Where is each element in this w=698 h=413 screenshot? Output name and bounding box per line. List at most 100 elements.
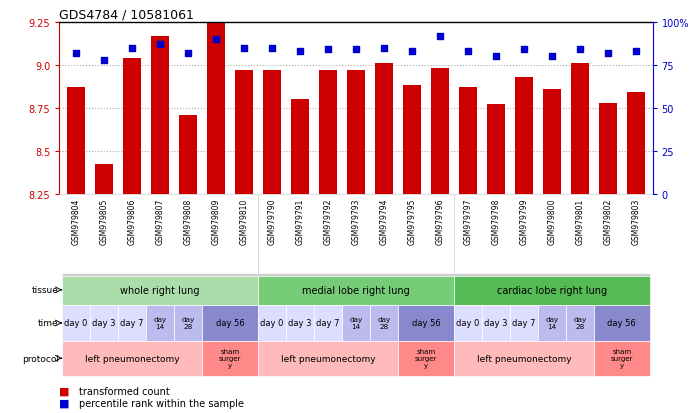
Text: tissue: tissue: [32, 286, 59, 294]
Bar: [398, 306, 454, 341]
Text: left pneumonectomy: left pneumonectomy: [281, 354, 376, 363]
Text: ■: ■: [59, 386, 70, 396]
Bar: [319, 71, 337, 194]
Text: day 0: day 0: [456, 319, 480, 328]
Point: [574, 47, 586, 53]
Bar: [599, 103, 617, 194]
Text: GSM979797: GSM979797: [463, 198, 473, 244]
Text: sham
surger
y: sham surger y: [415, 348, 437, 368]
Bar: [594, 341, 650, 376]
Point: [295, 49, 306, 55]
Point: [602, 50, 614, 57]
Bar: [375, 64, 393, 194]
Text: GSM979799: GSM979799: [519, 198, 528, 244]
Text: day 3: day 3: [288, 319, 312, 328]
Point: [350, 47, 362, 53]
Text: day 0: day 0: [64, 319, 88, 328]
Text: GSM979810: GSM979810: [239, 198, 248, 244]
Bar: [202, 306, 258, 341]
Point: [434, 33, 445, 40]
Text: GSM979807: GSM979807: [156, 198, 165, 244]
Bar: [487, 105, 505, 194]
Text: GSM979791: GSM979791: [295, 198, 304, 244]
Bar: [291, 100, 309, 194]
Text: protocol: protocol: [22, 354, 59, 363]
Bar: [151, 36, 169, 194]
Text: GSM979796: GSM979796: [436, 198, 445, 244]
Text: GSM979795: GSM979795: [408, 198, 417, 244]
Text: day 0: day 0: [260, 319, 283, 328]
Point: [70, 50, 82, 57]
Text: day
14: day 14: [154, 317, 167, 330]
Text: day
28: day 28: [181, 317, 195, 330]
Text: ■: ■: [59, 398, 70, 408]
Bar: [179, 115, 197, 194]
Bar: [202, 341, 258, 376]
Text: GSM979800: GSM979800: [547, 198, 556, 244]
Bar: [403, 86, 421, 194]
Text: day
28: day 28: [573, 317, 586, 330]
Bar: [594, 306, 650, 341]
Bar: [454, 275, 650, 306]
Text: left pneumonectomy: left pneumonectomy: [477, 354, 571, 363]
Bar: [263, 71, 281, 194]
Point: [154, 42, 165, 48]
Point: [182, 50, 193, 57]
Point: [322, 47, 334, 53]
Text: day 7: day 7: [120, 319, 144, 328]
Text: GSM979794: GSM979794: [380, 198, 389, 244]
Text: GSM979790: GSM979790: [267, 198, 276, 244]
Text: GSM979803: GSM979803: [631, 198, 640, 244]
Bar: [146, 306, 174, 341]
Point: [98, 57, 110, 64]
Text: day 3: day 3: [484, 319, 507, 328]
Text: time: time: [38, 319, 59, 328]
Text: day 7: day 7: [316, 319, 340, 328]
Bar: [454, 306, 482, 341]
Point: [378, 45, 389, 52]
Text: left pneumonectomy: left pneumonectomy: [84, 354, 179, 363]
Text: day 7: day 7: [512, 319, 535, 328]
Point: [519, 47, 530, 53]
Bar: [258, 341, 398, 376]
Bar: [566, 306, 594, 341]
Text: day 56: day 56: [216, 319, 244, 328]
Text: cardiac lobe right lung: cardiac lobe right lung: [497, 285, 607, 295]
Bar: [67, 88, 85, 194]
Bar: [510, 306, 538, 341]
Point: [630, 49, 641, 55]
Bar: [347, 71, 365, 194]
Point: [126, 45, 138, 52]
Text: GSM979805: GSM979805: [100, 198, 109, 244]
Bar: [62, 275, 258, 306]
Text: day
14: day 14: [545, 317, 558, 330]
Bar: [174, 306, 202, 341]
Bar: [286, 306, 314, 341]
Bar: [90, 306, 118, 341]
Point: [211, 36, 222, 43]
Text: GSM979801: GSM979801: [575, 198, 584, 244]
Bar: [454, 341, 594, 376]
Text: transformed count: transformed count: [79, 386, 170, 396]
Point: [462, 49, 473, 55]
Bar: [482, 306, 510, 341]
Bar: [207, 23, 225, 194]
Bar: [370, 306, 398, 341]
Bar: [118, 306, 146, 341]
Text: GSM979802: GSM979802: [603, 198, 612, 244]
Bar: [62, 306, 90, 341]
Text: day
14: day 14: [350, 317, 362, 330]
Text: percentile rank within the sample: percentile rank within the sample: [79, 398, 244, 408]
Bar: [342, 306, 370, 341]
Bar: [95, 165, 113, 194]
Bar: [538, 306, 566, 341]
Bar: [62, 274, 650, 276]
Text: GSM979804: GSM979804: [72, 198, 81, 244]
Text: GSM979808: GSM979808: [184, 198, 193, 244]
Bar: [62, 341, 202, 376]
Bar: [431, 69, 449, 194]
Bar: [627, 93, 645, 194]
Bar: [258, 306, 286, 341]
Text: sham
surger
y: sham surger y: [611, 348, 633, 368]
Point: [239, 45, 250, 52]
